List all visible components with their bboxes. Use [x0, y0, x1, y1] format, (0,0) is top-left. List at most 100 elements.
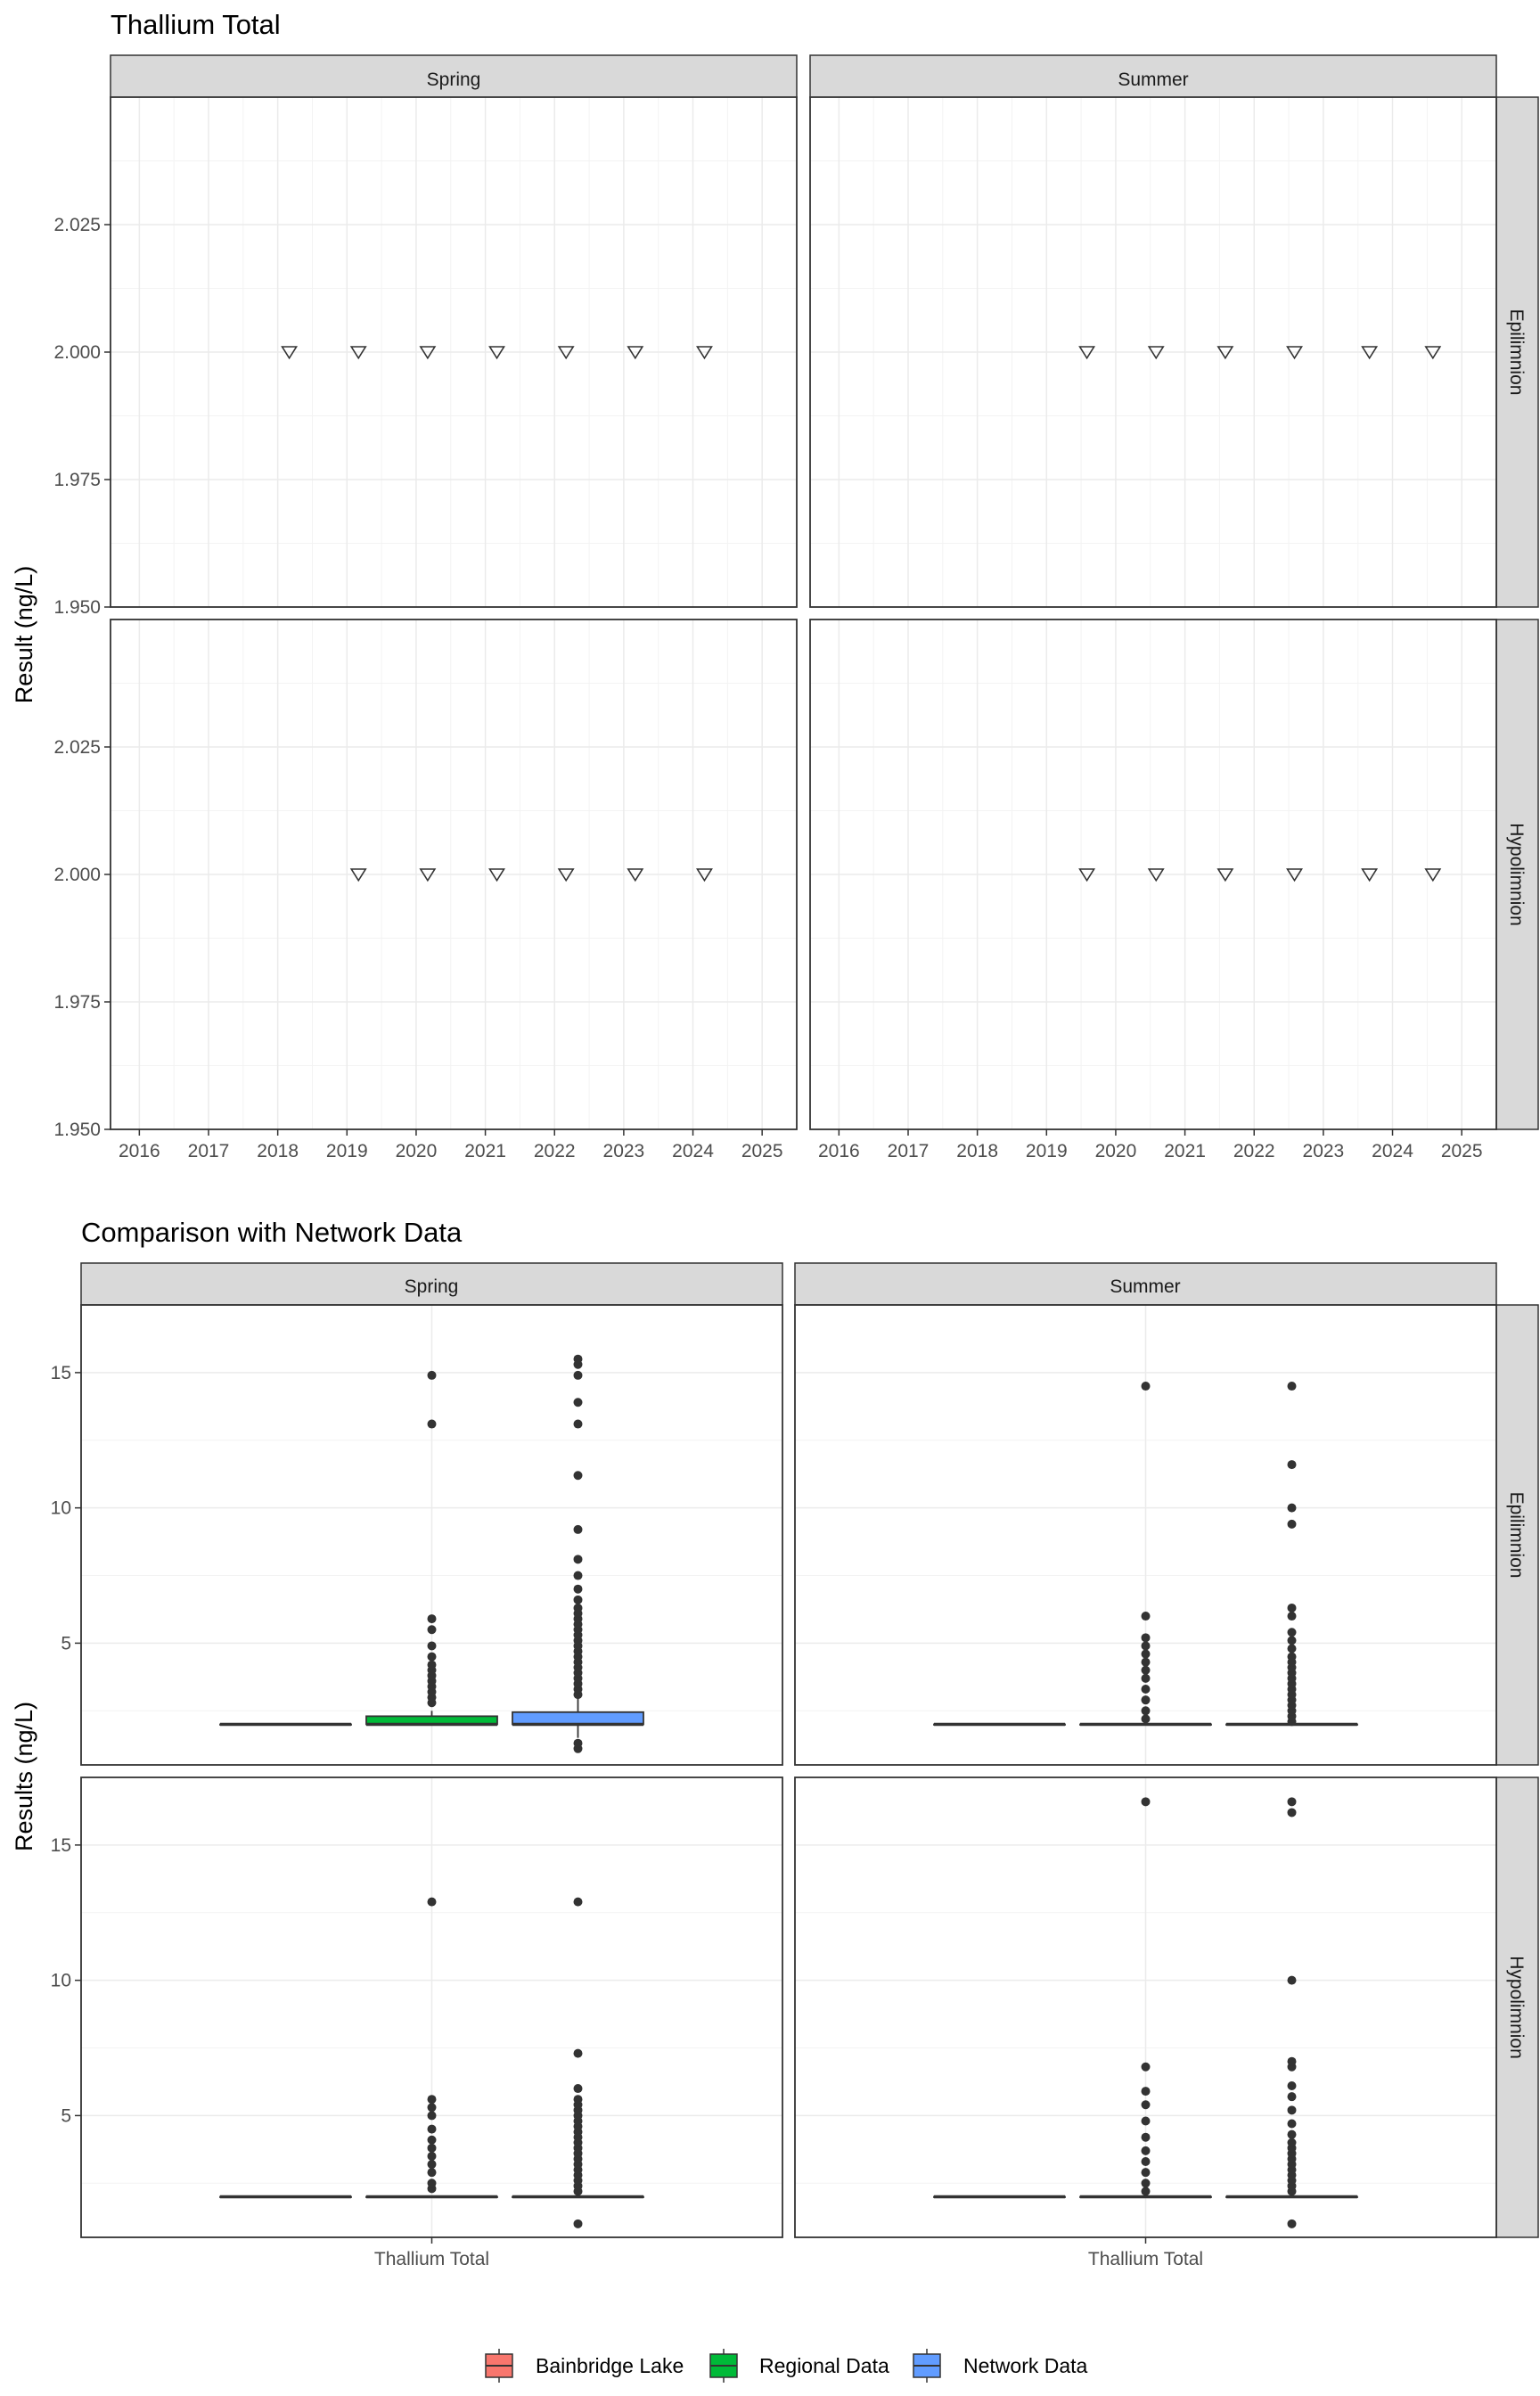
outlier-point	[427, 2124, 437, 2134]
data-point-triangle	[1424, 868, 1442, 882]
y-tick-label: 10	[51, 1498, 71, 1519]
data-point-triangle	[696, 868, 713, 882]
data-point-triangle	[627, 868, 644, 882]
strip-epilimnion-2	[1495, 1304, 1539, 1766]
data-point-triangle	[557, 868, 575, 882]
outlier-point	[427, 1652, 437, 1662]
outlier-point	[427, 1370, 437, 1380]
outlier-point	[1141, 1685, 1151, 1694]
x-tick-label: 2022	[1233, 1141, 1275, 1161]
outlier-point	[1141, 2146, 1151, 2155]
data-point-triangle	[1361, 868, 1379, 882]
x-tick-label: 2017	[888, 1141, 930, 1161]
panel2-summer-epilimnion	[794, 1304, 1497, 1766]
outlier-point	[427, 2143, 437, 2153]
data-point-triangle	[488, 868, 505, 882]
x-tick-label: 2017	[188, 1141, 230, 1161]
box-bainbridge-lake	[933, 2195, 1066, 2199]
outlier-point	[1287, 1975, 1297, 1985]
x-tick-label: 2023	[603, 1141, 645, 1161]
y-tick-label: 2.025	[53, 215, 101, 235]
outlier-point	[573, 1398, 583, 1407]
strip-epilimnion-2-label: Epilimnion	[1506, 1492, 1527, 1579]
y-tick-label: 2.000	[53, 342, 101, 363]
strip-spring-label: Spring	[427, 70, 481, 90]
outlier-point	[1141, 1695, 1151, 1705]
outlier-point	[573, 1419, 583, 1429]
outlier-point	[1141, 2062, 1151, 2072]
outlier-point	[1141, 1797, 1151, 1807]
outlier-point	[573, 2219, 583, 2228]
y-tick-label: 2.025	[53, 737, 101, 758]
x-tick-label: 2016	[119, 1141, 160, 1161]
chart1-title: Thallium Total	[111, 9, 281, 40]
box-network-data	[1225, 1797, 1358, 2228]
x-tick-label: 2019	[326, 1141, 368, 1161]
panel-summer-hypolimnion	[809, 619, 1497, 1130]
outlier-point	[1287, 1652, 1297, 1662]
box-regional-data	[1079, 1382, 1212, 1727]
strip-summer-label: Summer	[1118, 70, 1188, 90]
y-tick-label: 1.950	[53, 597, 101, 618]
chart2-title: Comparison with Network Data	[81, 1217, 463, 1248]
panel2-spring-hypolimnion	[80, 1776, 783, 2238]
outlier-point	[1141, 1382, 1151, 1391]
outlier-point	[573, 1603, 583, 1612]
y-tick-label: 1.975	[53, 470, 101, 490]
data-point-triangle	[627, 346, 644, 360]
outlier-point	[573, 1595, 583, 1604]
outlier-point	[1141, 1673, 1151, 1683]
data-point-triangle	[1216, 346, 1234, 360]
outlier-point	[427, 2111, 437, 2121]
x-tick-label: 2016	[818, 1141, 860, 1161]
y-tick-label: 1.975	[53, 992, 101, 1013]
y-tick-label: 5	[61, 1633, 71, 1653]
data-point-triangle	[1147, 346, 1165, 360]
data-point-triangle	[1147, 868, 1165, 882]
outlier-point	[1141, 1657, 1151, 1667]
x-tick-label: 2020	[396, 1141, 438, 1161]
strip-spring	[110, 54, 798, 98]
outlier-point	[1141, 2087, 1151, 2096]
x-tick-label: 2024	[1372, 1141, 1413, 1161]
data-point-triangle	[349, 868, 367, 882]
legend-label-network: Network Data	[963, 2354, 1088, 2377]
panel2-border-spring-epilimnion	[80, 1304, 783, 1766]
outlier-point	[573, 1584, 583, 1594]
outlier-point	[1141, 1612, 1151, 1621]
x-tick-label: 2020	[1095, 1141, 1137, 1161]
data-point-triangle	[349, 346, 367, 360]
outlier-point	[1141, 1633, 1151, 1643]
x-tick-label: 2023	[1303, 1141, 1345, 1161]
x-tick-label: 2019	[1026, 1141, 1068, 1161]
panel2-summer-hypolimnion	[794, 1776, 1497, 2238]
box-bainbridge-lake	[219, 1722, 352, 1727]
outlier-point	[573, 1370, 583, 1380]
y-tick-label: 5	[61, 2105, 71, 2126]
data-point-triangle	[419, 346, 437, 360]
outlier-point	[1287, 2056, 1297, 2066]
box-regional-data	[365, 1370, 498, 1727]
strip-hypolimnion-label: Hypolimnion	[1506, 823, 1527, 926]
y-tick-label: 1.950	[53, 1120, 101, 1140]
outlier-point	[1287, 1382, 1297, 1391]
legend-label-regional: Regional Data	[759, 2354, 889, 2377]
box-body-network-data	[512, 1711, 644, 1726]
panel2-spring-epilimnion	[80, 1304, 783, 1766]
outlier-point	[1141, 2179, 1151, 2188]
data-point-triangle	[1286, 346, 1303, 360]
outlier-point	[573, 2095, 583, 2105]
chart1-y-axis-label: Result (ng/L)	[11, 566, 37, 704]
outlier-point	[1287, 1636, 1297, 1645]
x-tick-label: 2022	[534, 1141, 576, 1161]
x-tick-label: 2018	[257, 1141, 299, 1161]
outlier-point	[1141, 1706, 1151, 1716]
box-regional-data	[1079, 1797, 1212, 2199]
outlier-point	[573, 1555, 583, 1564]
panel-border-summer-hypolimnion	[809, 619, 1497, 1130]
panel-border-summer-epilimnion	[809, 96, 1497, 608]
panel-spring-epilimnion	[110, 96, 798, 608]
outlier-point	[427, 1897, 437, 1907]
x-tick-label: 2018	[956, 1141, 998, 1161]
outlier-point	[573, 1354, 583, 1364]
